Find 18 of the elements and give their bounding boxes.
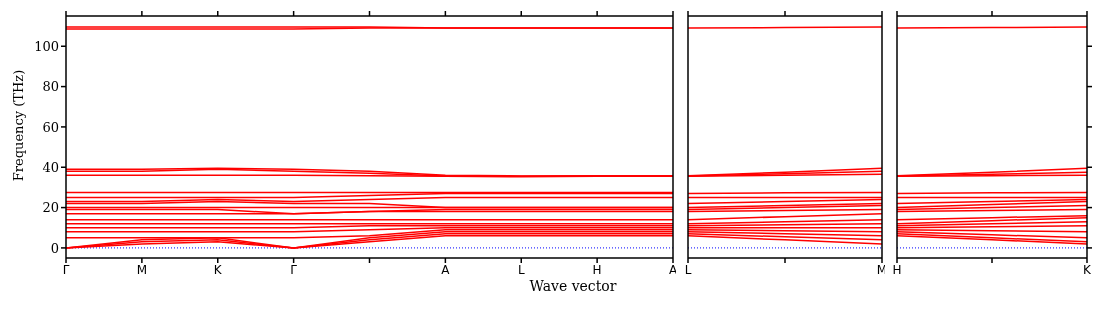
x-tick-label: H bbox=[592, 262, 602, 277]
x-tick-label: A bbox=[441, 262, 451, 277]
y-tick-label: 0 bbox=[50, 240, 59, 256]
x-tick-label: L bbox=[517, 262, 525, 277]
x-axis-title: Wave vector bbox=[528, 278, 618, 294]
y-tick-label: 80 bbox=[42, 79, 59, 95]
x-tick-label: M bbox=[136, 262, 148, 277]
y-tick-label: 60 bbox=[42, 119, 59, 135]
y-tick-label: 20 bbox=[42, 200, 59, 216]
x-tick-label: Γ bbox=[62, 262, 70, 277]
y-axis-title: Frequency (THz) bbox=[10, 68, 26, 184]
y-tick-label: 40 bbox=[42, 159, 59, 175]
x-tick-label: Γ bbox=[290, 262, 298, 277]
x-tick-label: L bbox=[684, 262, 692, 277]
x-tick-label: K bbox=[213, 262, 223, 277]
y-tick-label: 100 bbox=[34, 38, 59, 54]
x-tick-label: K bbox=[1083, 262, 1093, 277]
x-tick-label: H bbox=[892, 262, 902, 277]
